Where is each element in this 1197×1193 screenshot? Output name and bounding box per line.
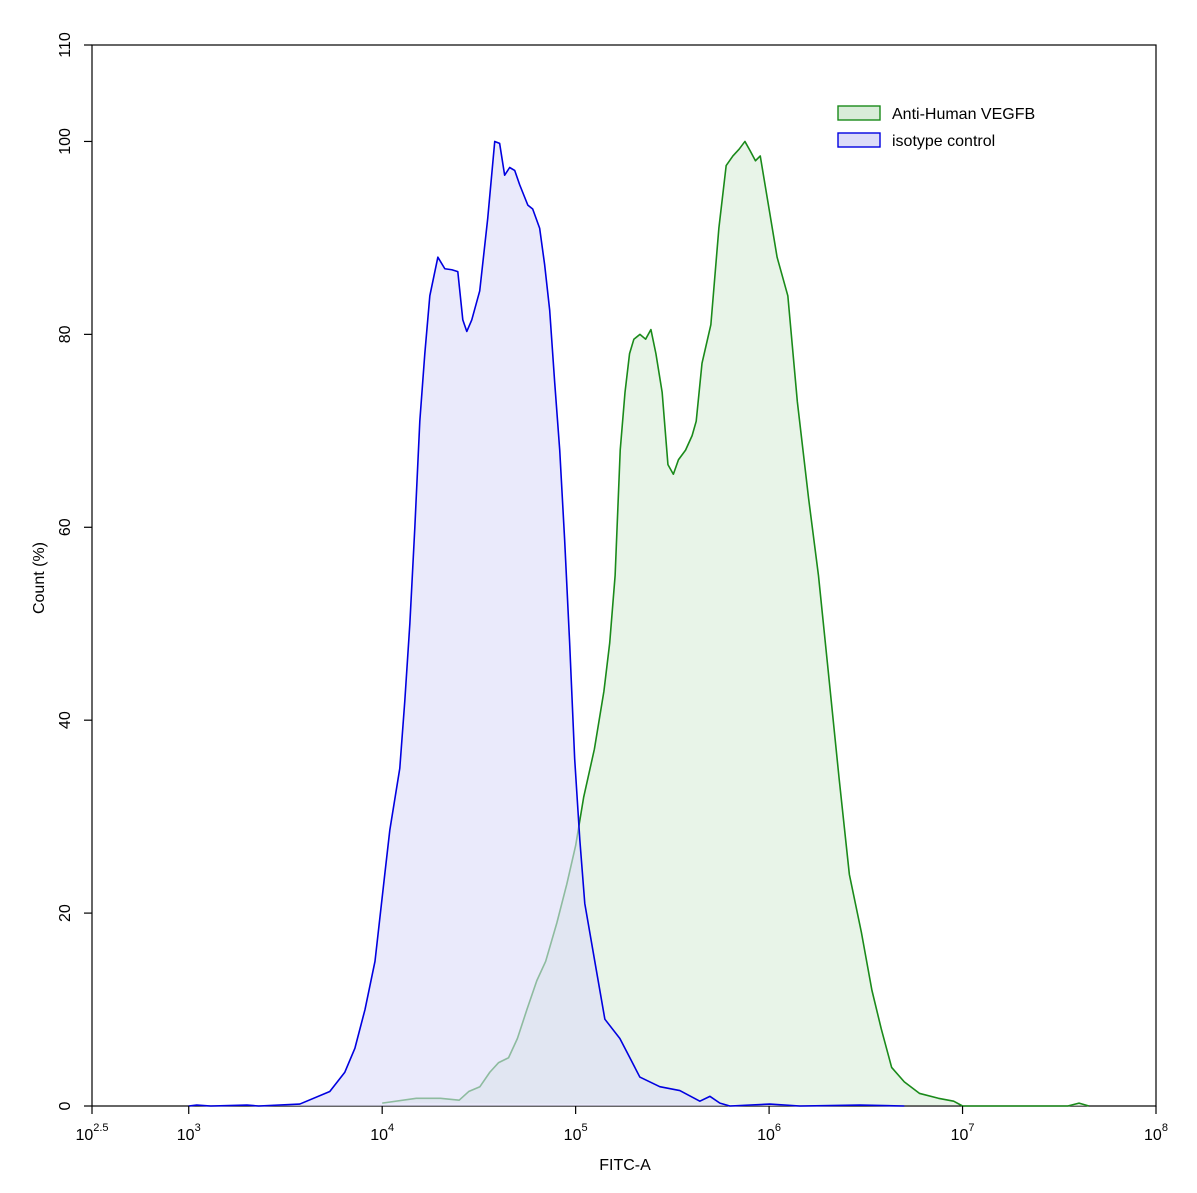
y-tick-label: 60 (57, 518, 74, 536)
x-tick-base: 10 (951, 1127, 969, 1144)
x-tick-base: 10 (757, 1127, 775, 1144)
legend-label: isotype control (892, 133, 995, 150)
y-tick-label: 40 (57, 711, 74, 729)
y-tick-label: 20 (57, 904, 74, 922)
x-tick-power: 8 (1162, 1122, 1168, 1134)
y-tick-label: 110 (57, 32, 74, 58)
x-tick-label: 102.5 (75, 1122, 108, 1144)
x-tick-power: 5 (581, 1122, 587, 1134)
y-axis-label: Count (%) (31, 542, 48, 614)
x-tick-label: 108 (1144, 1122, 1168, 1144)
x-axis-label: FITC-A (599, 1157, 651, 1174)
legend-swatch (837, 132, 881, 148)
histogram-area (188, 140, 905, 1107)
x-tick-label: 105 (564, 1122, 588, 1144)
x-tick-power: 7 (968, 1122, 974, 1134)
x-tick-power: 4 (388, 1122, 394, 1134)
x-tick-power: 3 (195, 1122, 201, 1134)
x-tick-label: 103 (177, 1122, 201, 1144)
x-tick-power: 2.5 (93, 1122, 108, 1134)
legend-label: Anti-Human VEGFB (892, 106, 1035, 123)
x-tick-label: 104 (370, 1122, 394, 1144)
x-tick-base: 10 (370, 1127, 388, 1144)
y-tick-label: 0 (57, 1101, 74, 1110)
x-tick-base: 10 (1144, 1127, 1162, 1144)
x-tick-base: 10 (564, 1127, 582, 1144)
x-tick-base: 10 (75, 1127, 93, 1144)
x-tick-label: 107 (951, 1122, 975, 1144)
y-tick-label: 100 (57, 128, 74, 155)
x-tick-base: 10 (177, 1127, 195, 1144)
x-tick-power: 6 (775, 1122, 781, 1134)
y-tick-label: 80 (57, 325, 74, 343)
legend-swatch (837, 105, 881, 121)
x-tick-label: 106 (757, 1122, 781, 1144)
